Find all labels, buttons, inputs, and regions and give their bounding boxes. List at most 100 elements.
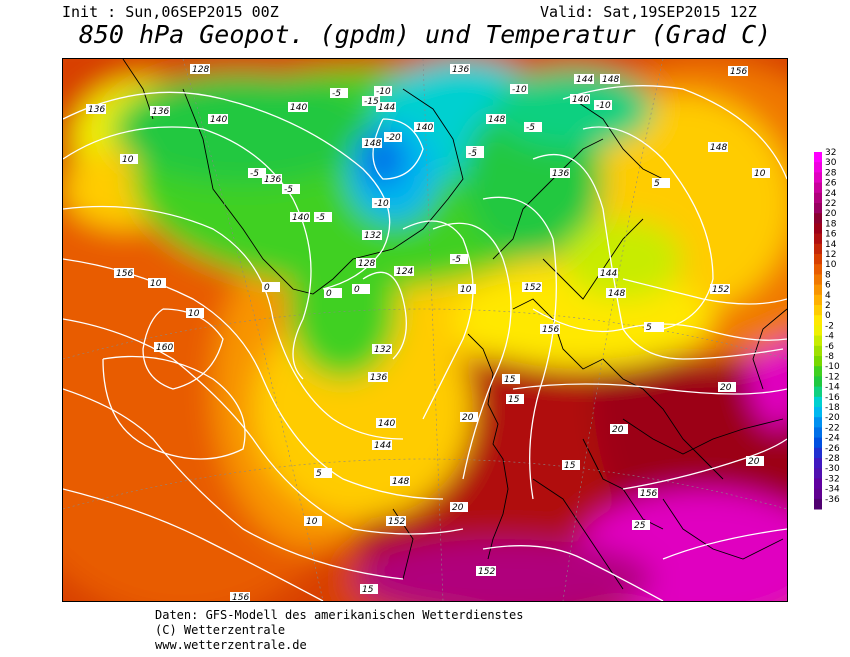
- gh-label: 156: [542, 325, 559, 335]
- colorbar-swatch: [814, 315, 822, 326]
- graticule: [62, 58, 788, 602]
- colorbar-swatch: [814, 223, 822, 235]
- colorbar-label: -30: [825, 464, 840, 474]
- gh-label: 152: [388, 517, 405, 527]
- colorbar-swatch: [814, 488, 822, 500]
- gh-label: 136: [88, 105, 105, 115]
- t-label: -10: [512, 85, 527, 95]
- colorbar-swatch: [814, 437, 822, 449]
- colorbar-label: -36: [825, 495, 840, 505]
- map-title: 850 hPa Geopot. (gpdm) und Temperatur (G…: [78, 20, 772, 49]
- gh-label: 140: [210, 115, 227, 125]
- coastlines: [122, 58, 788, 590]
- colorbar-label: 6: [825, 281, 831, 291]
- t-label: 5: [316, 469, 322, 479]
- weather-map-canvas: 128 136 136 140 140 144 148 148 136 136 …: [0, 29, 850, 639]
- t-label: 15: [504, 375, 516, 385]
- colorbar-label: -24: [825, 434, 840, 444]
- colorbar-label: -22: [825, 423, 840, 433]
- colorbar-label: 22: [825, 199, 836, 209]
- colorbar-swatch: [814, 233, 822, 245]
- colorbar-swatch: [814, 254, 822, 265]
- t-label: -15: [364, 97, 379, 107]
- colorbar-label: 2: [825, 301, 831, 311]
- t-label: -20: [386, 133, 401, 143]
- temperature-colorbar: 32 30 28 26 24 22 20 18 16 14 12 10 8 6 4 2 0 -2 -4 -6 -8 -10…: [814, 148, 850, 522]
- t-label: -10: [596, 101, 611, 111]
- colorbar-canvas: 32302826242220181614121086420-2-4-6-8-10…: [814, 148, 840, 510]
- colorbar-label: 16: [825, 230, 837, 240]
- gh-label: 136: [370, 373, 387, 383]
- colorbar-swatch: [814, 172, 822, 184]
- colorbar-label: 4: [825, 291, 831, 301]
- gh-label: 148: [602, 75, 619, 85]
- gh-label: 140: [290, 103, 307, 113]
- colorbar-swatch: [814, 335, 822, 347]
- colorbar-swatch: [814, 407, 822, 418]
- colorbar-swatch: [814, 447, 822, 459]
- t-label: 20: [462, 413, 474, 423]
- gh-label: 144: [374, 441, 391, 451]
- gh-label: 160: [156, 343, 173, 353]
- gh-label: 132: [364, 231, 381, 241]
- colorbar-swatch: [814, 182, 822, 194]
- gh-label: 140: [378, 419, 395, 429]
- colorbar-swatch: [814, 305, 822, 316]
- colorbar-label: -14: [825, 383, 840, 393]
- colorbar-label: 24: [825, 189, 837, 199]
- t-label: -5: [332, 89, 341, 99]
- footer: Daten: GFS-Modell des amerikanischen Wet…: [155, 608, 523, 653]
- gh-label: 128: [358, 259, 375, 269]
- gh-label: 148: [364, 139, 381, 149]
- colorbar-label: -10: [825, 362, 840, 372]
- colorbar-swatch: [814, 325, 822, 337]
- gh-label: 136: [452, 65, 469, 75]
- t-label: 10: [188, 309, 200, 319]
- gh-label: 144: [600, 269, 617, 279]
- colorbar-label: -18: [825, 403, 840, 413]
- t-label: 20: [720, 383, 732, 393]
- footer-copyright: (C) Wetterzentrale: [155, 623, 286, 637]
- colorbar-swatch: [814, 274, 822, 286]
- gh-label: 128: [192, 65, 209, 75]
- colorbar-swatch: [814, 458, 822, 469]
- weather-map: 128 136 136 140 140 144 148 148 136 136 …: [0, 29, 850, 639]
- t-label: 20: [452, 503, 464, 513]
- colorbar-swatch: [814, 213, 822, 224]
- geopotential-contours: [62, 85, 788, 602]
- colorbar-label: 12: [825, 250, 836, 260]
- gh-label: 148: [608, 289, 625, 299]
- colorbar-swatch: [814, 498, 822, 510]
- colorbar-label: 10: [825, 260, 837, 270]
- t-label: 20: [612, 425, 624, 435]
- valid-time: Valid: Sat,19SEP2015 12Z: [540, 3, 757, 21]
- colorbar-label: 26: [825, 179, 837, 189]
- t-label: 20: [748, 457, 760, 467]
- gh-label: 144: [576, 75, 593, 85]
- t-label: 10: [460, 285, 472, 295]
- gh-label: 132: [374, 345, 391, 355]
- gh-label: 152: [524, 283, 541, 293]
- colorbar-label: -6: [825, 342, 834, 352]
- t-label: 0: [264, 283, 270, 293]
- gh-label: 136: [152, 107, 169, 117]
- colorbar-swatch: [814, 264, 822, 275]
- init-time: Init : Sun,06SEP2015 00Z: [62, 3, 279, 21]
- colorbar-label: 28: [825, 168, 837, 178]
- gh-label: 140: [416, 123, 433, 133]
- t-label: 15: [362, 585, 374, 595]
- t-label: -5: [284, 185, 293, 195]
- colorbar-label: -34: [825, 485, 840, 495]
- temperature-labels: -10 -15 -20 -10 -5 -5 -5 -5 -10 -10 -5 -…: [120, 84, 770, 595]
- colorbar-label: 0: [825, 311, 831, 321]
- colorbar-label: -16: [825, 393, 840, 403]
- footer-url: www.wetterzentrale.de: [155, 638, 307, 652]
- colorbar-label: 14: [825, 240, 837, 250]
- colorbar-label: -12: [825, 372, 840, 382]
- t-label: 10: [754, 169, 766, 179]
- colorbar-label: 30: [825, 158, 837, 168]
- t-label: -5: [468, 149, 477, 159]
- t-label: -5: [526, 123, 535, 133]
- gh-label: 156: [232, 593, 249, 601]
- colorbar-label: -8: [825, 352, 834, 362]
